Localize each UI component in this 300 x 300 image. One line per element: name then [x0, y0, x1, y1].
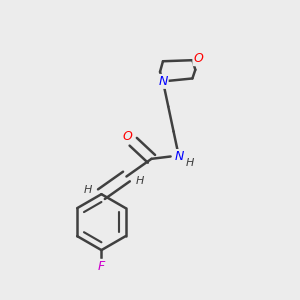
Text: H: H	[84, 185, 92, 195]
Text: F: F	[98, 260, 105, 273]
Text: O: O	[194, 52, 203, 65]
Text: H: H	[186, 158, 194, 168]
Text: N: N	[158, 75, 168, 88]
Text: O: O	[123, 130, 133, 143]
Text: H: H	[136, 176, 144, 186]
Text: N: N	[174, 150, 184, 163]
